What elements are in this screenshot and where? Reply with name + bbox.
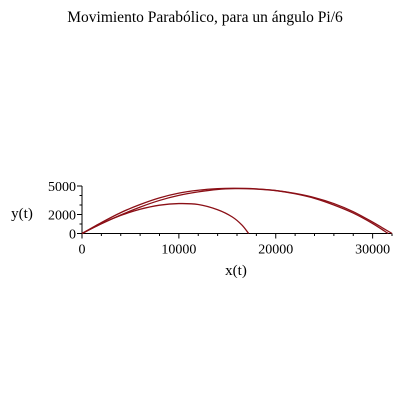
x-tick-label: 10000 <box>161 243 196 258</box>
trajectory-line-3 <box>81 202 250 235</box>
chart-axes: 0 10000 20000 30000 0 2000 5000 <box>48 180 393 258</box>
chart-title: Movimiento Parabólico, para un ángulo Pi… <box>67 9 343 26</box>
y-tick-label: 0 <box>69 228 76 243</box>
trajectory-line-2 <box>81 187 393 235</box>
x-tick-label: 0 <box>79 243 86 258</box>
y-tick-label: 2000 <box>48 209 76 224</box>
trajectory-curves <box>81 187 393 235</box>
y-tick-label: 5000 <box>48 180 76 195</box>
x-axis-label: x(t) <box>225 263 247 279</box>
trajectory-line-1 <box>81 187 389 235</box>
y-axis-label: y(t) <box>11 206 33 222</box>
x-tick-label: 30000 <box>355 243 390 258</box>
x-tick-label: 20000 <box>258 243 293 258</box>
